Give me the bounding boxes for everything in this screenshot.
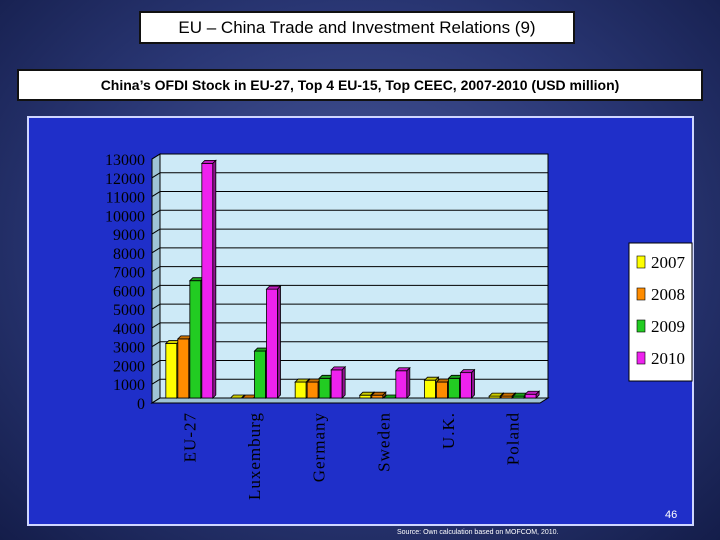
y-tick-label: 3000	[113, 340, 145, 357]
gridline-side	[151, 266, 161, 273]
gridline-side	[151, 153, 161, 160]
gridline-side	[151, 172, 161, 179]
plot-area	[159, 153, 549, 399]
gridline-side	[151, 378, 161, 385]
slide-title: EU – China Trade and Investment Relation…	[139, 11, 575, 44]
page-number: 46	[665, 509, 678, 521]
gridline-side	[151, 322, 161, 329]
y-tick-label: 4000	[113, 321, 145, 338]
gridline-side	[151, 303, 161, 310]
y-tick-label: 8000	[113, 246, 145, 263]
legend-label: 2008	[651, 285, 685, 304]
y-tick-label: 11000	[106, 190, 145, 207]
legend-swatch	[636, 255, 646, 269]
bar-sweden-2008	[370, 391, 387, 399]
chart-title: China’s OFDI Stock in EU-27, Top 4 EU-15…	[17, 69, 703, 101]
legend-label: 2009	[651, 317, 685, 336]
x-tick-label: Sweden	[374, 412, 393, 472]
x-tick-label: EU-27	[180, 412, 199, 462]
y-tick-label: 5000	[113, 302, 145, 319]
legend-swatch	[636, 319, 646, 333]
bar-eu-27-2010	[200, 159, 217, 399]
bar-luxemburg-2007	[229, 394, 246, 399]
y-tick-label: 0	[137, 396, 145, 413]
y-tick-label: 6000	[113, 283, 145, 300]
x-tick-label: U.K.	[439, 412, 458, 449]
y-tick-label: 1000	[113, 377, 145, 394]
y-tick-label: 2000	[113, 358, 145, 375]
gridline-side	[151, 284, 161, 291]
x-tick-label: Germany	[310, 412, 329, 482]
legend-swatch	[636, 351, 646, 365]
gridline-side	[151, 341, 161, 348]
bar-sweden-2010	[394, 366, 411, 399]
plot-side-wall	[151, 153, 161, 404]
y-tick-label: 9000	[113, 227, 145, 244]
bar-luxemburg-2010	[265, 285, 282, 399]
x-tick-label: Luxemburg	[245, 412, 264, 500]
gridline-side	[151, 360, 161, 366]
plot-floor	[150, 397, 550, 404]
legend-swatch	[636, 287, 646, 301]
bar-germany-2010	[330, 365, 347, 399]
y-tick-label: 13000	[105, 152, 145, 169]
y-tick-label: 12000	[105, 171, 145, 188]
legend-label: 2010	[651, 349, 685, 368]
y-tick-label: 7000	[113, 265, 145, 282]
gridline-side	[151, 191, 161, 197]
gridline-side	[151, 247, 161, 254]
bar-poland-2010	[524, 390, 541, 399]
source-note: Source: Own calculation based on MOFCOM,…	[397, 529, 559, 536]
bar-u-k--2010	[459, 368, 476, 399]
gridline-side	[151, 228, 161, 235]
x-tick-label: Poland	[504, 412, 523, 465]
gridline-side	[151, 209, 161, 216]
y-tick-label: 10000	[105, 208, 145, 225]
legend-label: 2007	[651, 253, 686, 272]
gridline-side	[151, 397, 161, 404]
